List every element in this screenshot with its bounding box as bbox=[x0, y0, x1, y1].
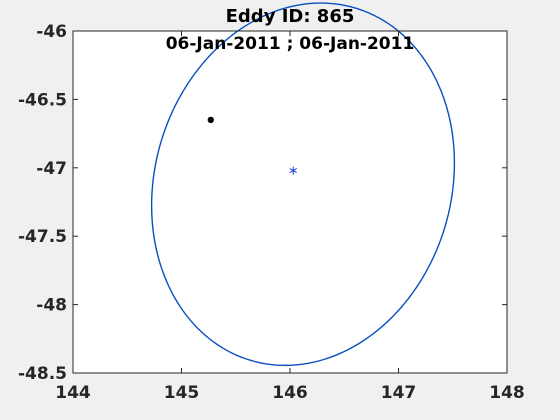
y-tick-label: -46.5 bbox=[18, 90, 67, 110]
axes-background bbox=[73, 31, 507, 373]
x-tick-label: 145 bbox=[164, 383, 200, 403]
x-tick-label: 147 bbox=[381, 383, 417, 403]
data-point bbox=[207, 116, 214, 124]
y-tick-label: -47.5 bbox=[18, 227, 67, 247]
chart-title: Eddy ID: 865 bbox=[226, 6, 355, 27]
x-tick-label: 148 bbox=[489, 383, 525, 403]
x-axis: 144 145 146 147 148 bbox=[55, 31, 525, 403]
y-tick-label: -47 bbox=[36, 159, 67, 179]
y-tick-label: -48.5 bbox=[18, 364, 67, 384]
y-tick-label: -48 bbox=[36, 296, 67, 316]
x-tick-label: 144 bbox=[55, 383, 91, 403]
x-tick-label: 146 bbox=[272, 383, 308, 403]
chart-subtitle: 06-Jan-2011 ; 06-Jan-2011 bbox=[166, 34, 415, 54]
y-tick-label: -46 bbox=[36, 22, 67, 42]
y-axis: -46 -46.5 -47 -47.5 -48 -48.5 bbox=[18, 22, 507, 384]
eddy-center-marker bbox=[289, 166, 297, 175]
plot-layer bbox=[150, 2, 456, 367]
eddy-boundary-ellipse bbox=[150, 2, 456, 367]
